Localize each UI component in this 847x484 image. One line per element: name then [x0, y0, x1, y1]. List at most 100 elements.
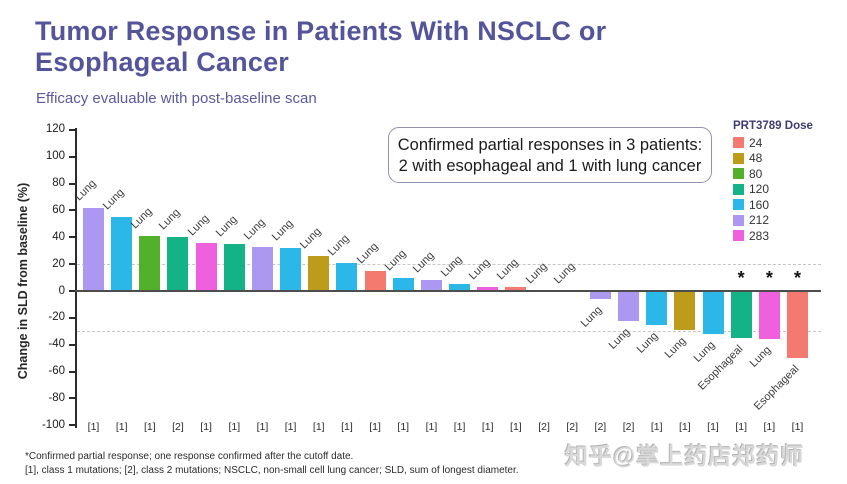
- y-tick-label: -60: [48, 365, 65, 378]
- y-tick-mark: [69, 424, 75, 427]
- y-tick-label: 60: [52, 203, 65, 216]
- legend-swatch-icon: [733, 183, 744, 195]
- bar: [336, 262, 358, 291]
- bar-site-label: Lung: [129, 205, 155, 232]
- legend-swatch-icon: [733, 214, 744, 226]
- zero-baseline: [75, 290, 821, 292]
- mutation-class-label: [2]: [172, 421, 184, 433]
- bar: [223, 244, 245, 291]
- bar-site-label: Lung: [241, 216, 268, 242]
- y-tick-label: 20: [52, 257, 65, 270]
- mutation-class-label: [1]: [87, 421, 100, 433]
- legend-item-160: 160: [733, 197, 843, 213]
- y-tick-mark: [69, 209, 75, 212]
- bar: [477, 286, 499, 291]
- bar: [702, 291, 724, 334]
- mutation-class-label: [1]: [510, 421, 522, 433]
- bar-site-label: Lung: [298, 225, 324, 252]
- bar-site-label: Lung: [438, 253, 465, 280]
- legend-label: 283: [749, 228, 770, 243]
- legend-item-120: 120: [733, 182, 843, 198]
- bar: [83, 207, 104, 291]
- mutation-class-label: [1]: [735, 421, 748, 433]
- y-tick-mark: [69, 263, 75, 266]
- legend-label: 48: [749, 151, 763, 166]
- bar: [420, 280, 442, 291]
- mutation-class-label: [1]: [481, 421, 494, 433]
- y-tick-mark: [69, 290, 75, 292]
- mutation-class-label: [1]: [679, 421, 691, 433]
- legend-swatch-icon: [733, 199, 744, 211]
- mutation-class-label: [1]: [791, 421, 804, 433]
- y-tick-mark: [69, 370, 75, 373]
- mutation-class-label: [1]: [650, 421, 663, 433]
- reference-line-20: [77, 264, 821, 266]
- y-tick-mark: [69, 182, 75, 185]
- page-subtitle: Efficacy evaluable with post-baseline sc…: [36, 90, 317, 107]
- asterisk-marker: *: [737, 268, 745, 288]
- y-tick-label: 80: [52, 177, 65, 190]
- bar: [195, 242, 217, 291]
- bar: [730, 291, 752, 338]
- bar-site-label: Lung: [100, 186, 127, 213]
- bar: [364, 270, 386, 291]
- bar: [167, 237, 189, 291]
- bar: [589, 291, 611, 300]
- legend-item-24: 24: [733, 135, 843, 151]
- bar-site-label: Lung: [354, 240, 381, 267]
- bar: [392, 277, 414, 291]
- y-tick-mark: [69, 155, 75, 158]
- bar-site-label: Lung: [269, 217, 296, 244]
- bar-site-label: Lung: [467, 256, 493, 283]
- legend-item-212: 212: [733, 213, 843, 229]
- bar: [758, 291, 780, 340]
- mutation-class-label: [1]: [115, 421, 128, 433]
- dose-legend: PRT3789 Dose 24 48 80 120 160 212 283: [733, 120, 843, 244]
- bar: [674, 291, 696, 330]
- mutation-class-label: [1]: [228, 421, 241, 433]
- y-tick-mark: [69, 236, 75, 239]
- asterisk-marker: *: [793, 268, 801, 288]
- legend-item-48: 48: [733, 151, 843, 167]
- legend-item-80: 80: [733, 166, 843, 182]
- y-tick-label: 0: [58, 284, 65, 297]
- mutation-class-label: [1]: [707, 421, 719, 433]
- bar-site-label: Lung: [185, 212, 212, 238]
- mutation-class-label: [2]: [594, 421, 607, 433]
- y-tick-label: -20: [48, 311, 65, 324]
- annotation-line-2: 2 with esophageal and 1 with lung cancer: [398, 157, 702, 176]
- legend-swatch-icon: [733, 152, 744, 164]
- watermark: 知乎@掌上药店郑药师: [565, 443, 805, 469]
- mutation-class-label: [1]: [369, 421, 381, 433]
- mutation-class-label: [1]: [453, 421, 466, 433]
- bar: [449, 284, 471, 291]
- bar-site-label: Lung: [410, 249, 437, 276]
- mutation-class-label: [2]: [538, 421, 550, 433]
- bar: [618, 291, 640, 321]
- legend-label: 212: [749, 213, 770, 228]
- bar: [111, 217, 133, 291]
- bar-site-label: Lung: [382, 247, 409, 273]
- footnotes: *Confirmed partial response; one respons…: [25, 450, 519, 478]
- bar: [139, 235, 161, 291]
- legend-label: 120: [749, 182, 770, 197]
- reference-line--30: [77, 331, 821, 333]
- y-tick-label: 100: [45, 150, 65, 163]
- mutation-class-label: [1]: [200, 421, 212, 433]
- y-tick-label: 40: [52, 230, 65, 243]
- y-tick-mark: [69, 128, 75, 131]
- mutation-class-label: [1]: [143, 421, 156, 433]
- y-tick-mark: [69, 343, 75, 346]
- y-tick-label: -80: [48, 391, 65, 404]
- legend-label: 24: [749, 135, 763, 150]
- annotation-callout: Confirmed partial responses in 3 patient…: [388, 127, 712, 183]
- mutation-class-label: [1]: [256, 421, 269, 433]
- bar: [787, 291, 808, 359]
- y-axis-line: [75, 128, 77, 428]
- y-tick-mark: [69, 316, 75, 319]
- legend-swatch-icon: [733, 137, 744, 149]
- asterisk-marker: *: [765, 268, 773, 288]
- mutation-class-label: [1]: [763, 421, 776, 433]
- plot-area: 120 100 80 60 40 20 0 -20 -40 -60 -80 -100 Lung [1] Lu…: [42, 123, 823, 443]
- mutation-class-label: [1]: [425, 421, 438, 433]
